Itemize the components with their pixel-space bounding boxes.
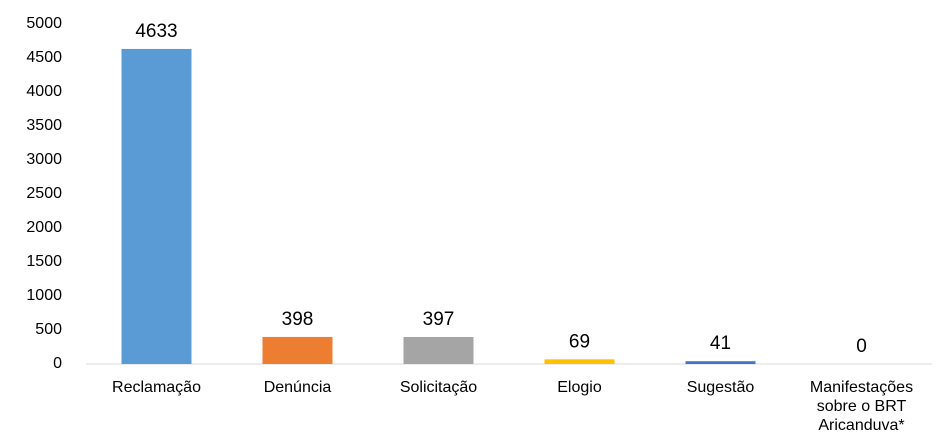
data-label: 4633: [135, 21, 177, 42]
bar: [262, 336, 333, 364]
x-tick-label: Elogio: [557, 379, 602, 396]
bar: [403, 337, 474, 364]
y-tick-label: 1000: [26, 287, 62, 304]
data-label: 69: [569, 331, 590, 352]
x-tick-label: Solicitação: [399, 379, 478, 396]
y-tick-label: 500: [35, 321, 62, 338]
y-tick-label: 3500: [26, 117, 62, 134]
x-tick-label: Sugestão: [686, 379, 755, 396]
y-tick-label: 4000: [26, 83, 62, 100]
data-label: 398: [282, 309, 314, 330]
bar: [544, 359, 615, 364]
y-tick-label: 3000: [26, 151, 62, 168]
y-tick-label: 4500: [26, 49, 62, 66]
y-tick-label: 2000: [26, 219, 62, 236]
y-tick-label: 5000: [26, 15, 62, 32]
x-tick-label: Denúncia: [263, 379, 332, 396]
y-tick-label: 1500: [26, 253, 62, 270]
y-tick-label: 2500: [26, 185, 62, 202]
x-tick-label: Reclamação: [112, 379, 201, 396]
x-tick-label: Manifestações sobre o BRT Aricanduva*: [809, 379, 914, 434]
y-tick-label: 0: [53, 355, 62, 372]
bar: [121, 48, 192, 365]
data-label: 397: [423, 309, 455, 330]
data-label: 0: [856, 336, 867, 357]
bar: [685, 361, 756, 364]
data-label: 41: [710, 333, 731, 354]
